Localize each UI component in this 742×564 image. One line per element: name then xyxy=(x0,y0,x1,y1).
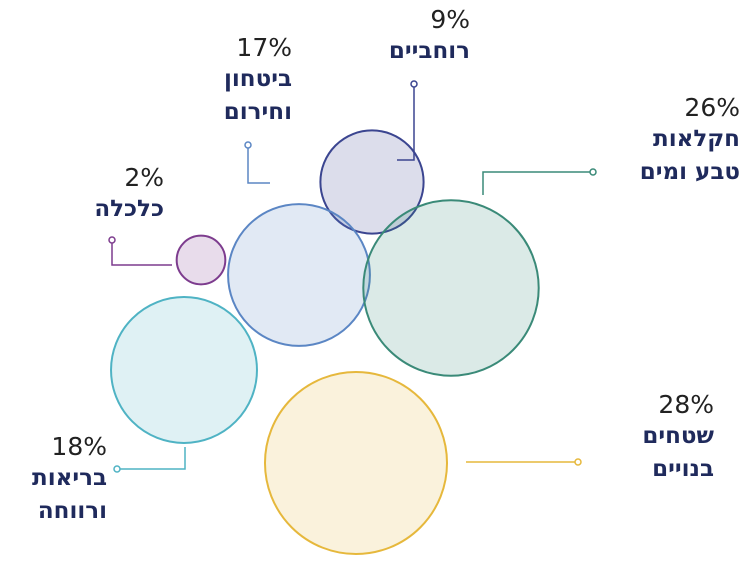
category-label: שטחים בנויים xyxy=(642,423,714,482)
connector-dot xyxy=(108,236,116,244)
bubble xyxy=(319,129,425,235)
bubble-label: 17% ביטחון וחירום xyxy=(182,33,292,129)
bubble xyxy=(110,296,258,444)
value-label: 28% xyxy=(658,390,714,419)
bubble xyxy=(227,203,371,347)
connector-dot xyxy=(244,141,252,149)
connector-dot xyxy=(589,168,597,176)
bubble-label: 26% חקלאות טבע ומים xyxy=(620,93,740,189)
value-label: 17% xyxy=(236,33,292,62)
bubble-label: 18% בריאות ורווחה xyxy=(0,432,107,528)
connector xyxy=(482,171,593,195)
bubble-label: 9% רוחביים xyxy=(360,5,470,68)
category-label: בריאות ורווחה xyxy=(32,465,107,524)
connector xyxy=(247,145,270,184)
value-label: 9% xyxy=(430,5,470,34)
value-label: 2% xyxy=(124,163,164,192)
category-label: רוחביים xyxy=(388,38,470,64)
connector xyxy=(111,240,172,266)
connector xyxy=(117,447,186,470)
bubble xyxy=(263,370,449,556)
connector-dot xyxy=(574,458,582,466)
connector-dot xyxy=(113,465,121,473)
bubble xyxy=(362,199,540,377)
category-label: כלכלה xyxy=(94,196,164,222)
bubble-label: 2% כלכלה xyxy=(54,163,164,226)
value-label: 18% xyxy=(51,432,107,461)
category-label: חקלאות טבע ומים xyxy=(639,126,740,185)
connector-dot xyxy=(410,80,418,88)
bubble xyxy=(175,234,227,286)
value-label: 26% xyxy=(684,93,740,122)
category-label: ביטחון וחירום xyxy=(223,66,292,125)
bubble-label: 28% שטחים בנויים xyxy=(604,390,714,486)
connector xyxy=(397,84,415,161)
